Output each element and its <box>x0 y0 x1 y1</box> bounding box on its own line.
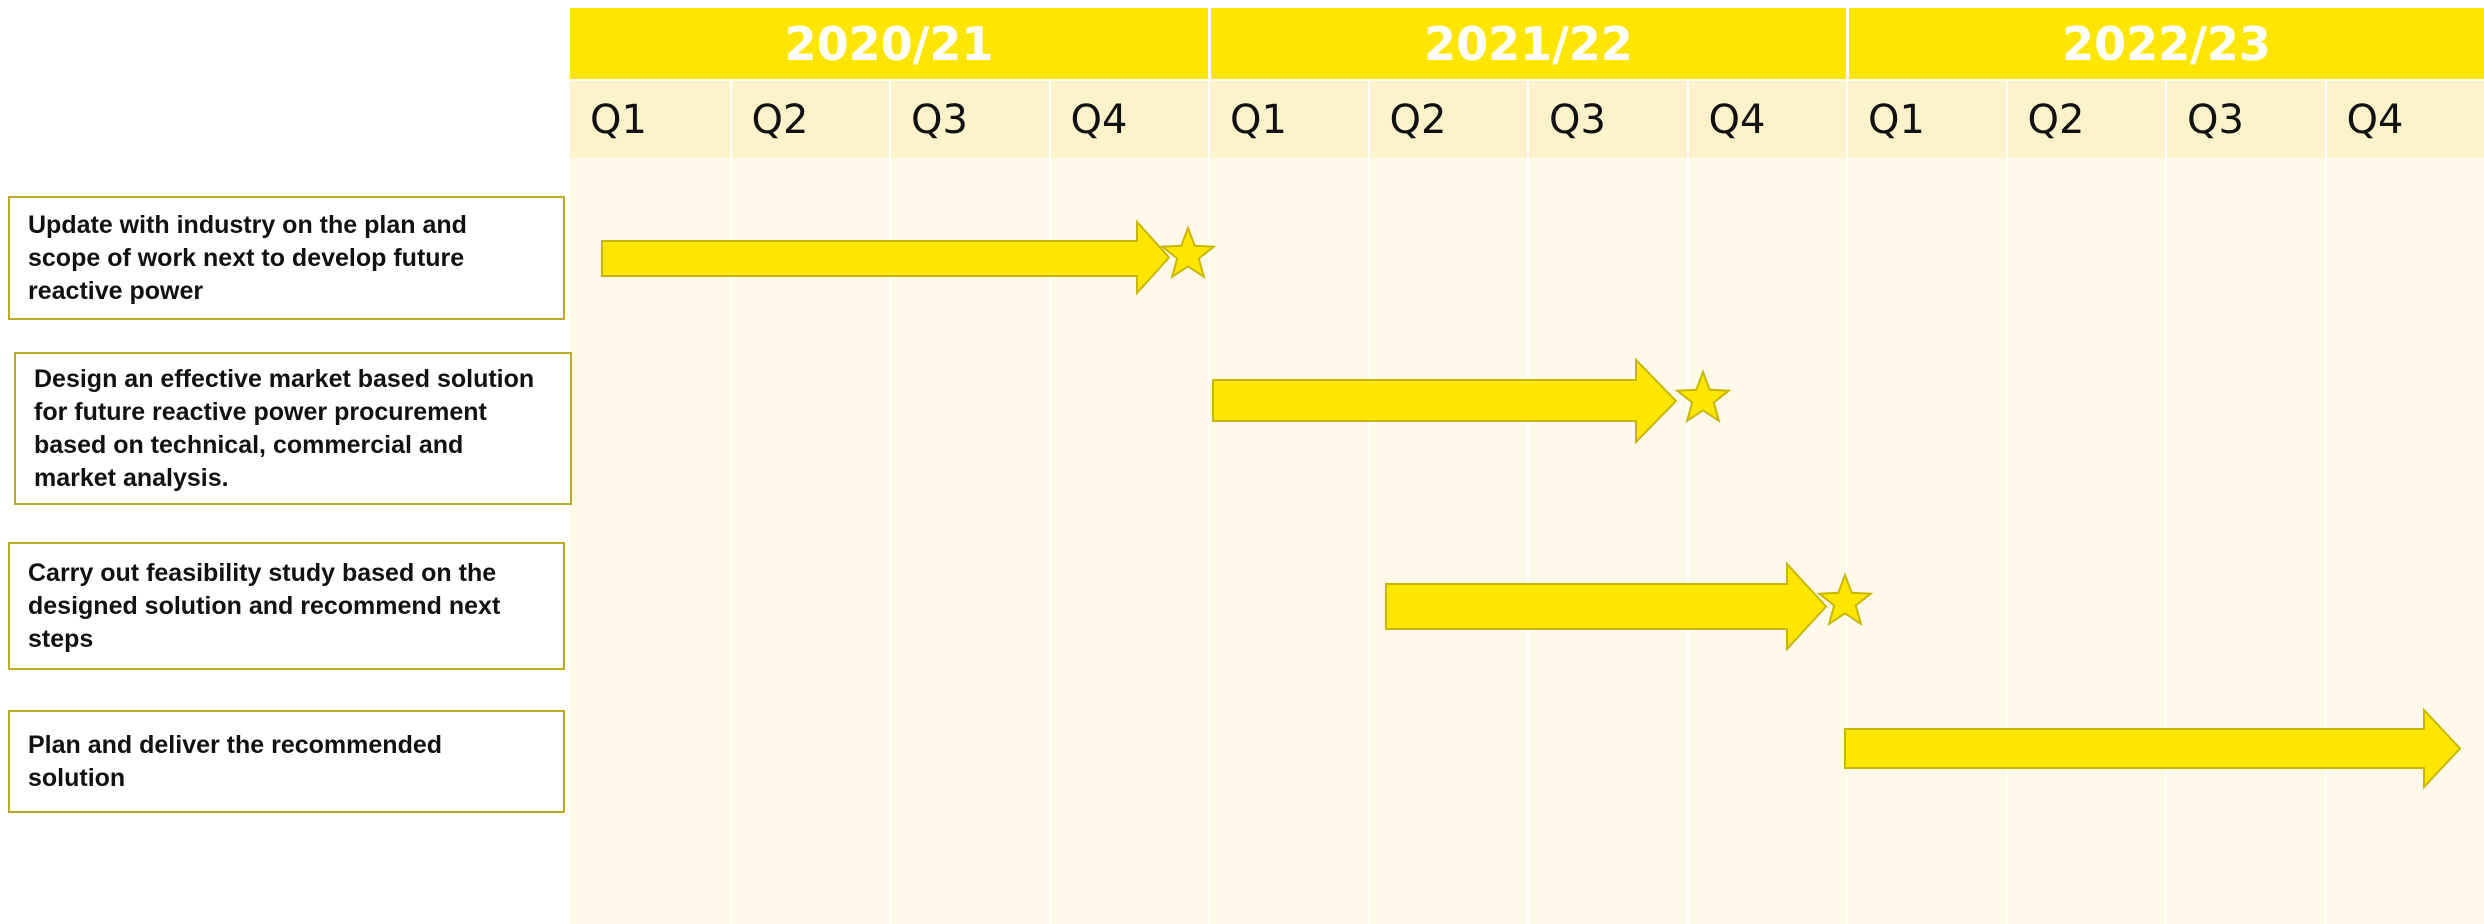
column <box>1688 158 1846 924</box>
quarter-header: Q3 <box>891 81 1049 158</box>
milestone-star <box>1159 225 1217 280</box>
quarter-header: Q2 <box>1369 81 1527 158</box>
task-label: Design an effective market based solutio… <box>14 352 572 505</box>
column <box>2167 158 2325 924</box>
year-header: 2022/23 <box>1849 8 2484 79</box>
quarter-header: Q1 <box>570 81 730 158</box>
year-header: 2020/21 <box>570 8 1208 79</box>
column <box>1210 158 1368 924</box>
task-label: Update with industry on the plan and sco… <box>8 196 565 320</box>
column <box>1529 158 1687 924</box>
task-label: Plan and deliver the recommended solutio… <box>8 710 565 813</box>
column <box>570 158 730 924</box>
quarter-header: Q4 <box>1688 81 1846 158</box>
task-arrow <box>1844 707 2462 790</box>
column <box>1848 158 2006 924</box>
column <box>891 158 1049 924</box>
quarter-header: Q3 <box>1529 81 1687 158</box>
quarter-header: Q1 <box>1210 81 1368 158</box>
column <box>731 158 889 924</box>
task-arrow <box>1385 561 1828 652</box>
task-label: Carry out feasibility study based on the… <box>8 542 565 670</box>
column <box>1050 158 1208 924</box>
column <box>1369 158 1527 924</box>
milestone-star <box>1674 369 1732 424</box>
column <box>2326 158 2484 924</box>
quarter-header: Q2 <box>731 81 889 158</box>
quarter-header: Q1 <box>1848 81 2006 158</box>
task-arrow <box>1212 357 1678 445</box>
quarter-header: Q3 <box>2167 81 2325 158</box>
task-arrow <box>601 219 1171 296</box>
column <box>2007 158 2165 924</box>
quarter-header: Q4 <box>2326 81 2484 158</box>
quarter-header: Q2 <box>2007 81 2165 158</box>
quarter-header: Q4 <box>1050 81 1208 158</box>
milestone-star <box>1816 572 1874 627</box>
year-header: 2021/22 <box>1211 8 1846 79</box>
